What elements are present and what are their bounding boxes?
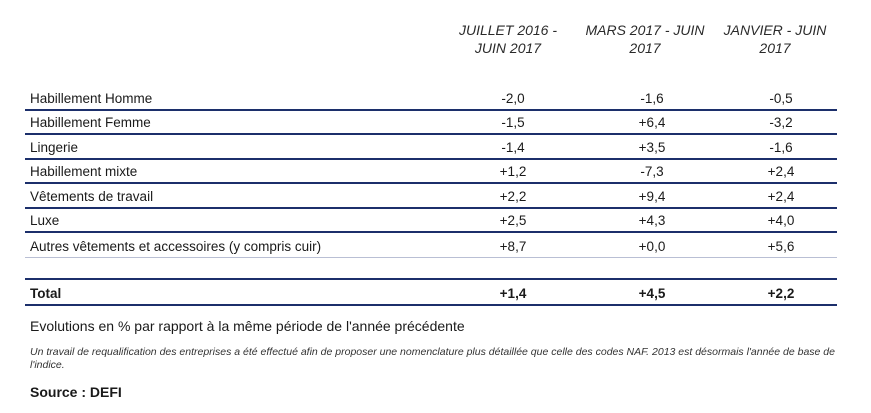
table-row: Habillement Homme -2,0 -1,6 -0,5 — [25, 86, 837, 111]
table-row: Luxe +2,5 +4,3 +4,0 — [25, 209, 837, 233]
table-row: Lingerie -1,4 +3,5 -1,6 — [25, 135, 837, 160]
value-janvier-juin: -3,2 — [769, 115, 793, 130]
value-janvier-juin: +2,4 — [767, 164, 795, 179]
total-value-janvier-juin: +2,2 — [767, 285, 795, 301]
value-juillet-juin: +8,7 — [499, 238, 527, 254]
row-label: Autres vêtements et accessoires (y compr… — [30, 238, 322, 254]
value-mars-juin: +4,3 — [638, 213, 666, 228]
value-janvier-juin: +5,6 — [767, 238, 795, 254]
methodology-footnote: Un travail de requalification des entrep… — [30, 346, 835, 371]
value-janvier-juin: +4,0 — [767, 213, 795, 228]
units-note: Evolutions en % par rapport à la même pé… — [30, 318, 465, 334]
value-juillet-juin: -1,4 — [501, 139, 525, 155]
row-label: Luxe — [30, 213, 60, 228]
value-janvier-juin: -1,6 — [769, 139, 793, 155]
value-mars-juin: +6,4 — [638, 115, 666, 130]
table-row: Autres vêtements et accessoires (y compr… — [25, 233, 837, 258]
row-label: Habillement mixte — [30, 164, 138, 179]
value-juillet-juin: +2,2 — [499, 188, 527, 204]
row-label: Vêtements de travail — [30, 188, 154, 204]
value-janvier-juin: -0,5 — [769, 90, 793, 106]
total-row: Total +1,4 +4,5 +2,2 — [25, 280, 837, 306]
value-mars-juin: -7,3 — [640, 164, 664, 179]
column-header-juillet-2016-juin-2017: JUILLET 2016 - JUIN 2017 — [458, 22, 558, 56]
evolution-table: Habillement Homme -2,0 -1,6 -0,5 Habille… — [25, 86, 837, 306]
value-juillet-juin: +1,2 — [499, 164, 527, 179]
row-label: Habillement Homme — [30, 90, 153, 106]
table-row: Vêtements de travail +2,2 +9,4 +2,4 — [25, 184, 837, 209]
row-label: Habillement Femme — [30, 115, 151, 130]
column-header-mars-juin-2017: MARS 2017 - JUIN 2017 — [585, 22, 705, 56]
value-juillet-juin: +2,5 — [499, 213, 527, 228]
value-mars-juin: -1,6 — [640, 90, 664, 106]
value-mars-juin: +0,0 — [638, 238, 666, 254]
source-credit: Source : DEFI — [30, 384, 122, 400]
row-label: Lingerie — [30, 139, 79, 155]
value-mars-juin: +3,5 — [638, 139, 666, 155]
column-header-janvier-juin-2017: JANVIER - JUIN 2017 — [723, 22, 827, 56]
value-janvier-juin: +2,4 — [767, 188, 795, 204]
table-row: Habillement mixte +1,2 -7,3 +2,4 — [25, 160, 837, 184]
total-label: Total — [30, 285, 62, 301]
value-juillet-juin: -2,0 — [501, 90, 525, 106]
value-juillet-juin: -1,5 — [501, 115, 525, 130]
table-row: Habillement Femme -1,5 +6,4 -3,2 — [25, 111, 837, 135]
value-mars-juin: +9,4 — [638, 188, 666, 204]
total-value-mars-juin: +4,5 — [638, 285, 666, 301]
total-value-juillet-juin: +1,4 — [499, 285, 527, 301]
table-divider — [25, 258, 837, 280]
